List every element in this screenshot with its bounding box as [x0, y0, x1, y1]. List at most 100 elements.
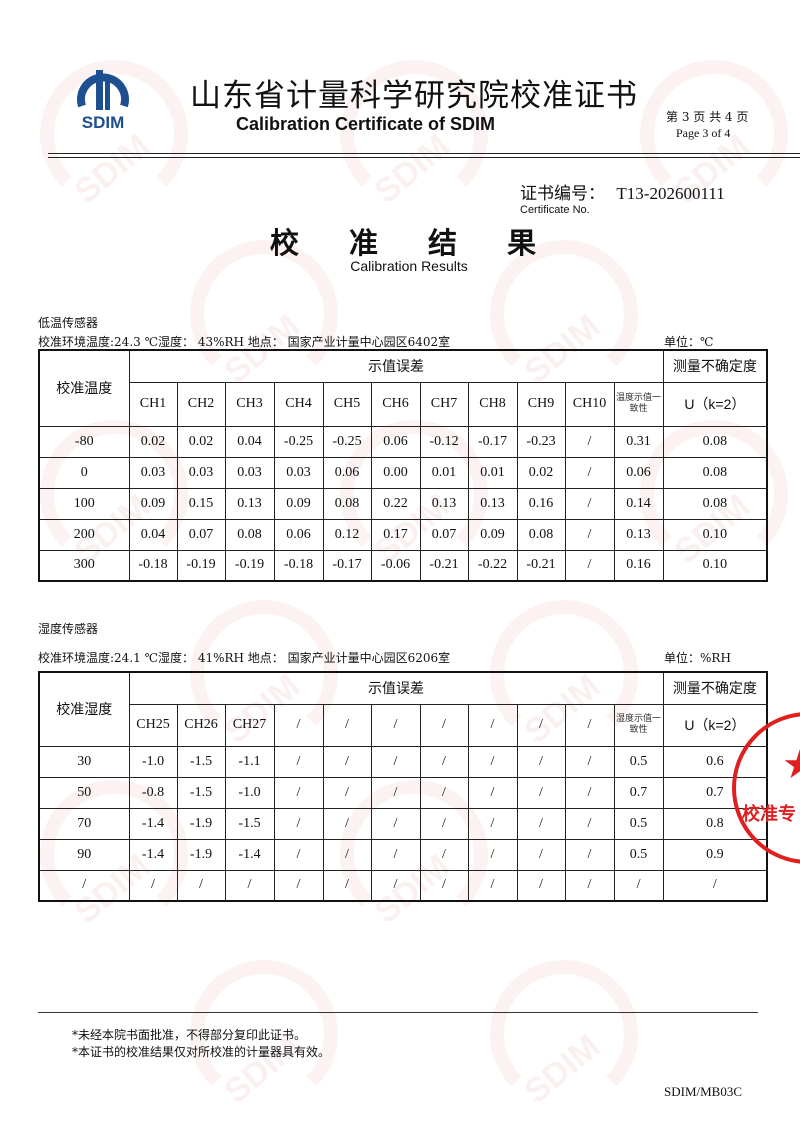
form-code: SDIM/MB03C [664, 1084, 743, 1099]
footer-divider [38, 1012, 758, 1013]
value-cell: -1.5 [224, 807, 275, 840]
column-header-channel: / [419, 703, 469, 747]
value-cell: 0.16 [516, 487, 566, 520]
value-cell: / [516, 776, 566, 809]
column-header-uncertainty: 测量不确定度 [662, 671, 768, 705]
value-cell: -0.19 [176, 549, 226, 582]
value-cell: 0.06 [273, 518, 324, 551]
value-cell: -0.17 [467, 425, 518, 458]
value-cell: / [419, 869, 469, 902]
table-row: / / / / / / / / / / / / / [38, 869, 768, 902]
column-header-channel: CH4 [273, 381, 324, 427]
value-cell: 0.5 [613, 838, 664, 871]
value-cell: 0.09 [467, 518, 518, 551]
official-seal: ★ 校准专 [730, 708, 800, 868]
value-cell: 0.08 [662, 425, 768, 458]
value-cell: 0.14 [613, 487, 664, 520]
value-cell: -0.23 [516, 425, 566, 458]
low-temp-results-table: 校准温度 示值误差 测量不确定度 CH1 CH2 CH3 CH4 CH5 CH6 CH7 CH8 CH… [38, 349, 769, 582]
value-cell: 0.31 [613, 425, 664, 458]
value-cell: / [467, 745, 518, 778]
value-cell: / [370, 838, 421, 871]
value-cell: 0.5 [613, 745, 664, 778]
calibration-point-cell: 30 [38, 745, 130, 778]
certificate-number-value: T13-202600111 [616, 184, 725, 203]
value-cell: / [564, 487, 615, 520]
calibration-point-cell: / [38, 869, 130, 902]
value-cell: -0.18 [128, 549, 178, 582]
column-header-channel: / [516, 703, 566, 747]
value-cell: 0.02 [516, 456, 566, 489]
column-header-u-k2: U（k=2） [662, 703, 768, 747]
value-cell: 0.22 [370, 487, 421, 520]
value-cell: / [176, 869, 226, 902]
column-header-consistency: 温度示值一致性 [613, 381, 664, 427]
value-cell: / [322, 869, 372, 902]
value-cell: / [467, 776, 518, 809]
value-cell: / [467, 838, 518, 871]
value-cell: -1.5 [176, 745, 226, 778]
column-header-u-k2: U（k=2） [662, 381, 768, 427]
calibration-point-cell: 300 [38, 549, 130, 582]
value-cell: / [370, 807, 421, 840]
value-cell: -1.1 [224, 745, 275, 778]
value-cell: 0.02 [176, 425, 226, 458]
value-cell: 0.7 [613, 776, 664, 809]
value-cell: / [128, 869, 178, 902]
column-header-channel: / [322, 703, 372, 747]
value-cell: 0.13 [419, 487, 469, 520]
value-cell: / [273, 807, 324, 840]
value-cell: / [322, 745, 372, 778]
table-row: 0 0.03 0.03 0.03 0.03 0.06 0.00 0.01 0.01 0.02/0.… [38, 456, 768, 489]
value-cell: 0.09 [128, 487, 178, 520]
value-cell: / [564, 807, 615, 840]
value-cell: 0.09 [273, 487, 324, 520]
value-cell: -0.22 [467, 549, 518, 582]
value-cell: / [370, 776, 421, 809]
value-cell: 0.06 [370, 425, 421, 458]
column-header-channel: CH3 [224, 381, 275, 427]
value-cell: -0.19 [224, 549, 275, 582]
value-cell: 0.03 [128, 456, 178, 489]
table-row: 200 0.04 0.07 0.08 0.06 0.12 0.17 0.07 0.09 0.08/… [38, 518, 768, 551]
table-row: 100 0.09 0.15 0.13 0.09 0.08 0.22 0.13 0.13 0.16/… [38, 487, 768, 520]
value-cell: -0.25 [273, 425, 324, 458]
calibration-point-cell: 0 [38, 456, 130, 489]
value-cell: 0.08 [662, 487, 768, 520]
table1-caption: 低温传感器 [38, 316, 99, 330]
value-cell: / [322, 838, 372, 871]
value-cell: / [564, 869, 615, 902]
value-cell: 0.02 [128, 425, 178, 458]
table1-environment: 校准环境温度:24.3 ℃湿度： 43%RH 地点： 国家产业计量中心园区640… [38, 335, 451, 349]
value-cell: -1.5 [176, 776, 226, 809]
footer-note: *未经本院书面批准，不得部分复印此证书。 [72, 1028, 307, 1042]
value-cell: / [662, 869, 768, 902]
column-header-indication-error: 示值误差 [128, 349, 664, 383]
value-cell: -1.0 [224, 776, 275, 809]
value-cell: 0.01 [467, 456, 518, 489]
value-cell: / [273, 776, 324, 809]
value-cell: 0.13 [224, 487, 275, 520]
value-cell: / [419, 745, 469, 778]
value-cell: -0.21 [419, 549, 469, 582]
sdim-logo: SDIM [72, 62, 134, 132]
value-cell: -0.06 [370, 549, 421, 582]
column-header-channel: CH6 [370, 381, 421, 427]
value-cell: / [370, 745, 421, 778]
section-title-cn: 校 准 结 果 [269, 226, 557, 260]
column-header-channel: CH9 [516, 381, 566, 427]
value-cell: 0.04 [128, 518, 178, 551]
value-cell: 0.12 [322, 518, 372, 551]
value-cell: / [467, 807, 518, 840]
value-cell: -0.21 [516, 549, 566, 582]
column-header-channel: / [467, 703, 518, 747]
value-cell: -1.4 [224, 838, 275, 871]
value-cell: / [322, 807, 372, 840]
value-cell: / [224, 869, 275, 902]
header-divider [48, 157, 800, 158]
value-cell: 0.5 [613, 807, 664, 840]
table-row: 70 -1.4 -1.9 -1.5// / / / //0.5 0.8 [38, 807, 768, 840]
table-row: 300 -0.18 -0.19 -0.19 -0.18 -0.17 -0.06 -0.21 -0… [38, 549, 768, 582]
footer-note: *本证书的校准结果仅对所校准的计量器具有效。 [72, 1045, 331, 1059]
value-cell: 0.08 [322, 487, 372, 520]
